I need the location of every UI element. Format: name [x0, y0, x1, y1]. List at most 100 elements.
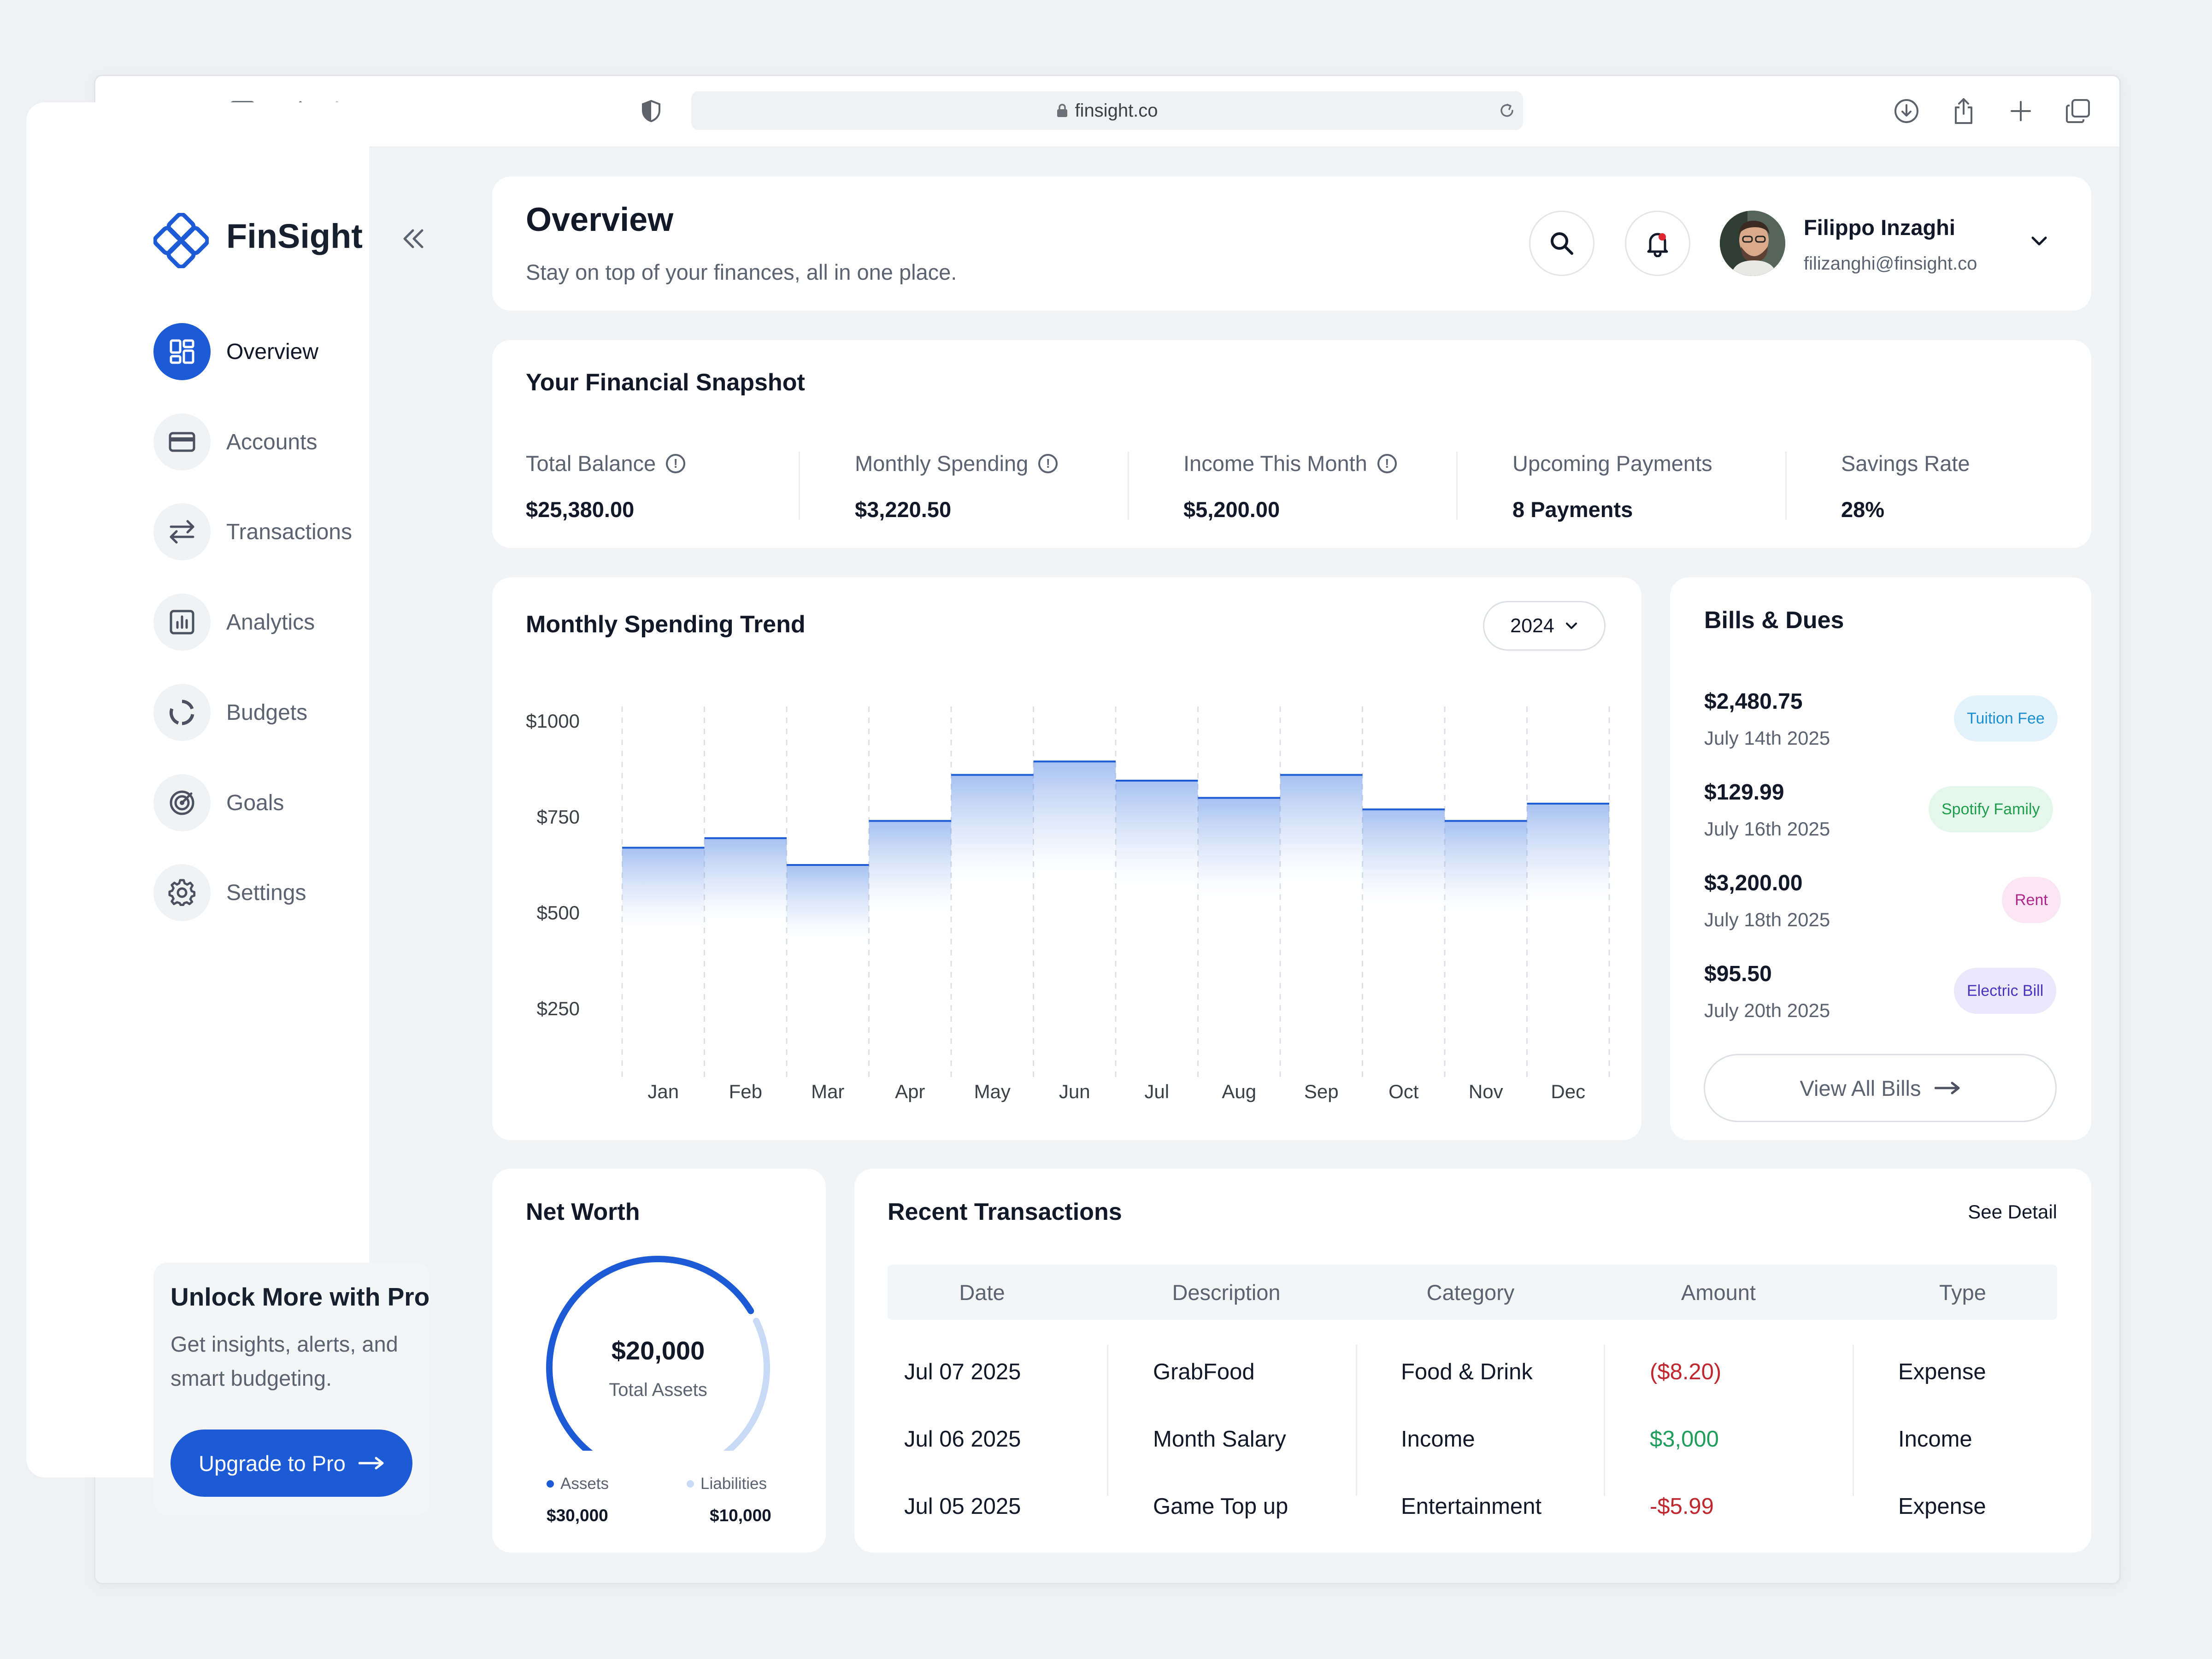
address-bar[interactable]: finsight.co	[691, 91, 1523, 130]
net-worth-title: Net Worth	[526, 1199, 640, 1225]
column-header-amount: Amount	[1681, 1280, 1756, 1305]
bar-jun[interactable]	[1033, 761, 1116, 888]
snapshot-label: Total Balance!	[526, 451, 686, 476]
bill-date: July 14th 2025	[1704, 727, 1830, 749]
sidebar-item-budgets[interactable]: Budgets	[153, 684, 448, 741]
gauge-assets-arc	[546, 1256, 754, 1451]
bill-amount: $95.50	[1704, 962, 1772, 986]
info-icon[interactable]: !	[666, 453, 686, 473]
share-icon[interactable]	[1951, 98, 1977, 124]
collapse-sidebar-icon[interactable]	[401, 228, 426, 252]
chevron-down-icon	[1565, 623, 1577, 629]
sidebar-item-accounts[interactable]: Accounts	[153, 413, 448, 471]
bills-title: Bills & Dues	[1704, 607, 1844, 634]
app-logo-text: FinSight	[226, 217, 363, 255]
info-icon[interactable]: !	[1377, 453, 1397, 473]
x-tick-label: Mar	[811, 1081, 844, 1102]
bar-aug[interactable]	[1198, 798, 1281, 909]
upgrade-promo-card: Unlock More with Pro Get insights, alert…	[153, 1263, 430, 1515]
snapshot-value: $25,380.00	[526, 497, 635, 522]
target-icon	[153, 774, 211, 831]
swap-icon	[153, 503, 211, 560]
download-icon[interactable]	[1894, 98, 1919, 124]
bill-amount: $3,200.00	[1704, 871, 1803, 895]
bar-mar[interactable]	[787, 865, 869, 947]
upgrade-to-pro-button[interactable]: Upgrade to Pro	[171, 1430, 412, 1497]
column-header-type: Type	[1939, 1280, 1986, 1305]
grid-icon	[153, 323, 211, 380]
cell-description: Month Salary	[1153, 1427, 1286, 1452]
net-worth-total: $20,000	[611, 1336, 705, 1365]
header-card	[492, 176, 2091, 311]
sidebar-item-analytics[interactable]: Analytics	[153, 594, 448, 651]
snapshot-value: $5,200.00	[1183, 497, 1280, 522]
legend-assets: Assets	[547, 1475, 609, 1493]
bar-sep[interactable]	[1280, 775, 1363, 895]
donut-icon	[153, 684, 211, 741]
column-header-description: Description	[1172, 1280, 1281, 1305]
sidebar-item-transactions[interactable]: Transactions	[153, 503, 448, 560]
user-email: filizanghi@finsight.co	[1804, 253, 1977, 274]
promo-title: Unlock More with Pro	[171, 1282, 430, 1311]
info-icon[interactable]: !	[1038, 453, 1058, 473]
x-tick-label: Feb	[729, 1081, 762, 1102]
bar-nov[interactable]	[1445, 821, 1527, 922]
sidebar-item-goals[interactable]: Goals	[153, 774, 448, 831]
view-all-bills-button[interactable]: View All Bills	[1704, 1054, 2057, 1122]
bill-tag: Electric Bill	[1954, 968, 2057, 1014]
url-text: finsight.co	[1075, 100, 1158, 121]
column-header-date: Date	[959, 1280, 1005, 1305]
y-tick-label: $250	[537, 998, 580, 1019]
tabs-overview-icon[interactable]	[2065, 98, 2091, 124]
notifications-button[interactable]	[1625, 211, 1690, 276]
net-worth-gauge	[546, 1256, 770, 1451]
year-select-value: 2024	[1510, 614, 1554, 637]
snapshot-value: 8 Payments	[1512, 497, 1633, 522]
new-tab-icon[interactable]	[2008, 98, 2034, 124]
transactions-title: Recent Transactions	[888, 1199, 1122, 1225]
bar-dec[interactable]	[1527, 803, 1610, 912]
avatar[interactable]	[1720, 211, 1785, 276]
sidebar-item-label: Settings	[226, 880, 306, 905]
bell-icon	[1647, 233, 1668, 257]
cell-date: Jul 07 2025	[904, 1359, 1021, 1384]
x-tick-label: Oct	[1388, 1081, 1419, 1102]
legend-liabilities: Liabilities	[687, 1475, 767, 1493]
chevron-down-icon[interactable]	[2030, 235, 2048, 249]
sidebar-item-label: Goals	[226, 790, 284, 815]
assets-value: $30,000	[547, 1506, 608, 1525]
reload-icon[interactable]	[1498, 102, 1516, 119]
y-tick-label: $1000	[526, 710, 580, 732]
bar-may[interactable]	[951, 775, 1034, 895]
view-all-label: View All Bills	[1800, 1076, 1921, 1100]
bar-jul[interactable]	[1116, 780, 1198, 899]
sidebar-item-overview[interactable]: Overview	[153, 323, 448, 380]
bar-feb[interactable]	[704, 838, 787, 932]
gauge-liabilities-arc	[723, 1318, 770, 1451]
search-icon	[1551, 232, 1573, 255]
year-select[interactable]: 2024	[1483, 601, 1606, 651]
x-tick-label: Aug	[1222, 1081, 1256, 1102]
shield-icon[interactable]	[638, 98, 664, 124]
bar-apr[interactable]	[869, 821, 952, 922]
search-button[interactable]	[1529, 211, 1594, 276]
cell-amount: $3,000	[1650, 1427, 1719, 1452]
sidebar-item-label: Analytics	[226, 610, 315, 635]
cell-category: Income	[1401, 1427, 1475, 1452]
divider	[1128, 452, 1129, 520]
bar-jan[interactable]	[622, 847, 705, 938]
snapshot-label: Upcoming Payments	[1512, 451, 1712, 476]
page-subtitle: Stay on top of your finances, all in one…	[526, 260, 957, 284]
upgrade-button-label: Upgrade to Pro	[199, 1451, 346, 1476]
cell-type: Expense	[1898, 1494, 1986, 1519]
cell-amount: -$5.99	[1650, 1494, 1714, 1519]
sidebar-item-settings[interactable]: Settings	[153, 864, 448, 921]
see-detail-link[interactable]: See Detail	[1968, 1201, 2057, 1223]
arrow-right-icon	[358, 1457, 384, 1470]
column-divider	[1604, 1345, 1605, 1496]
gear-icon	[153, 864, 211, 921]
bill-amount: $2,480.75	[1704, 689, 1803, 714]
snapshot-label: Savings Rate	[1841, 451, 1970, 476]
bar-oct[interactable]	[1362, 809, 1445, 915]
bill-date: July 16th 2025	[1704, 818, 1830, 840]
